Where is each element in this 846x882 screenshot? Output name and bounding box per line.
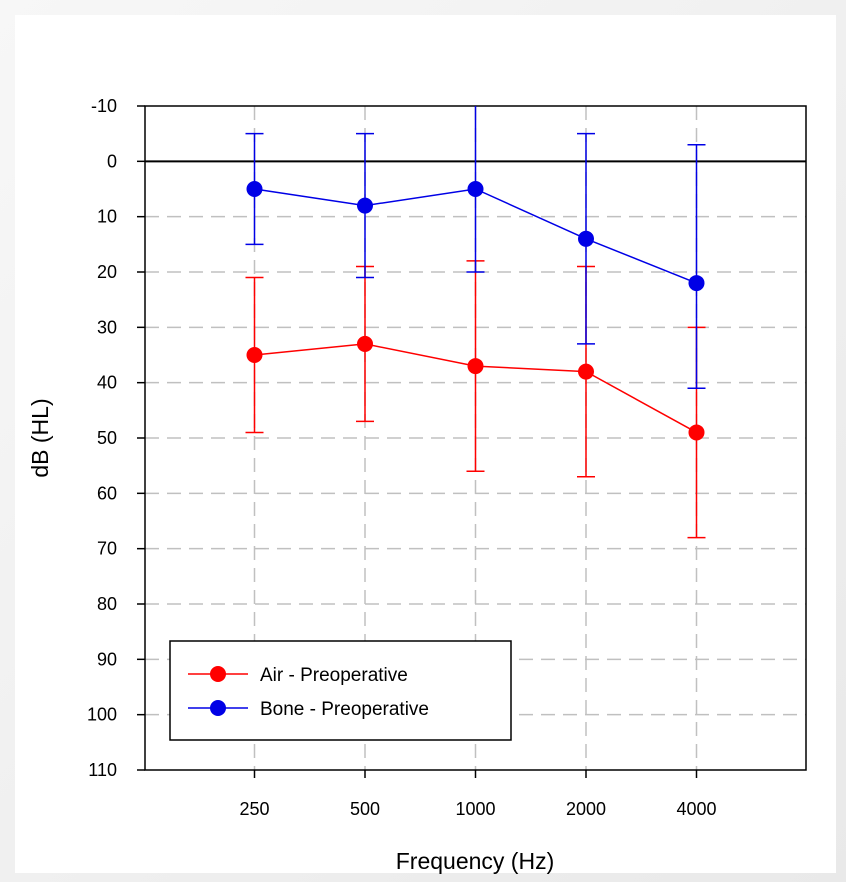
bone-data-point bbox=[578, 230, 594, 247]
x-tick-label: 4000 bbox=[676, 799, 716, 819]
legend-air-label: Air - Preoperative bbox=[260, 665, 408, 686]
bone-data-point bbox=[467, 181, 484, 197]
air-data-point bbox=[688, 424, 705, 441]
bone-data-point bbox=[357, 197, 373, 214]
air-data-point bbox=[467, 358, 484, 375]
bone-data-point bbox=[246, 181, 263, 197]
air-data-point bbox=[578, 363, 594, 380]
y-tick-label: 10 bbox=[97, 207, 117, 227]
x-tick-label: 1000 bbox=[455, 799, 495, 819]
y-tick-label: 70 bbox=[97, 539, 117, 559]
air-data-point bbox=[357, 335, 373, 352]
bone-data-point bbox=[688, 275, 705, 292]
y-tick-label: 0 bbox=[107, 151, 117, 171]
y-tick-label: 20 bbox=[97, 262, 117, 282]
legend-bone-swatch-marker bbox=[210, 700, 226, 716]
y-tick-label: 80 bbox=[97, 594, 117, 614]
y-axis-title: dB (HL) bbox=[27, 398, 53, 477]
series bbox=[245, 106, 706, 539]
y-tick-label: 110 bbox=[88, 760, 117, 780]
y-tick-label: 100 bbox=[87, 705, 117, 725]
x-tick-label: 250 bbox=[239, 799, 269, 819]
legend-box bbox=[169, 640, 512, 741]
y-tick-label: -10 bbox=[91, 96, 117, 116]
y-tick-label: 40 bbox=[97, 373, 117, 393]
x-axis-title: Frequency (Hz) bbox=[396, 848, 554, 874]
y-tick-label: 90 bbox=[97, 649, 117, 669]
legend: Air - Preoperative Bone - Preoperative bbox=[169, 640, 512, 741]
legend-air-swatch-marker bbox=[210, 666, 226, 682]
y-tick-label: 60 bbox=[97, 483, 117, 503]
air-data-point bbox=[246, 347, 263, 363]
y-tick-label: 50 bbox=[97, 428, 117, 448]
x-tick-label: 500 bbox=[350, 799, 380, 819]
x-tick-label: 2000 bbox=[566, 799, 606, 819]
legend-bone-label: Bone - Preoperative bbox=[260, 699, 429, 720]
y-tick-label: 30 bbox=[97, 317, 117, 337]
